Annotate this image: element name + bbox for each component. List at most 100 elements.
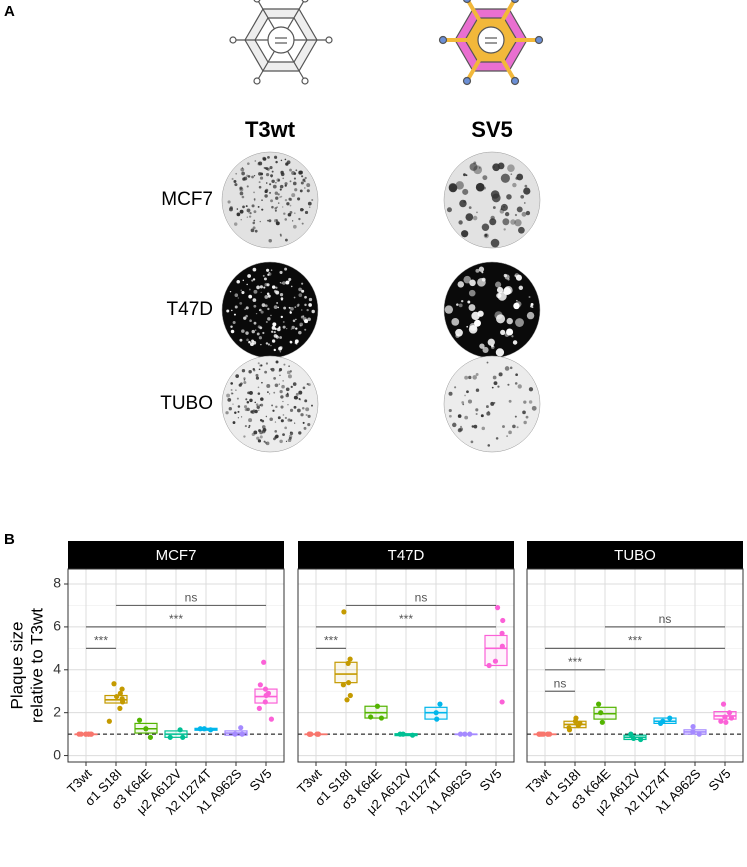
plaque-dot xyxy=(273,377,277,380)
plaque-dot xyxy=(308,297,313,302)
plaque-dot xyxy=(282,414,285,416)
plaque-dot xyxy=(253,430,258,435)
plaque-dot xyxy=(304,399,308,403)
plaque-dot xyxy=(269,417,273,421)
plaque-dot xyxy=(291,325,295,330)
plaque-dot xyxy=(475,412,478,416)
plaque-dot xyxy=(245,331,249,335)
plaque-dot xyxy=(273,331,276,334)
y-tick-label: 0 xyxy=(53,746,61,762)
box xyxy=(334,661,358,684)
plaque-dot xyxy=(475,268,480,273)
plaque-dot xyxy=(239,209,244,214)
plaque-dot xyxy=(468,206,472,209)
plaque-dot xyxy=(506,194,512,200)
plaque-dot xyxy=(248,370,252,374)
plaque-dot xyxy=(260,310,264,314)
data-point xyxy=(657,720,664,727)
data-point xyxy=(83,731,89,737)
plaque-dot xyxy=(302,421,305,424)
plaque-dot xyxy=(280,170,284,175)
data-point xyxy=(78,731,84,737)
plaque-dot xyxy=(289,431,294,436)
plaque-dot xyxy=(265,415,268,418)
plaque-dot xyxy=(263,440,266,443)
plaque-dot xyxy=(490,238,500,248)
plaque-dot xyxy=(253,199,256,202)
plaque-dot xyxy=(290,385,293,388)
plaque-dot xyxy=(515,274,522,281)
plaque-dot xyxy=(276,206,278,208)
data-point xyxy=(197,726,203,732)
plaque-dot xyxy=(476,211,478,214)
plaque-dot xyxy=(264,194,268,198)
plaque-dot xyxy=(306,183,311,188)
plaque-dot xyxy=(524,184,528,188)
plaque-dot xyxy=(283,306,287,310)
plaque-dot xyxy=(295,169,298,172)
plaque-dot xyxy=(245,306,249,310)
plaque-dot xyxy=(265,173,270,177)
plaque-dot xyxy=(514,219,522,227)
plaque-dot xyxy=(271,330,274,333)
plaque-dot xyxy=(299,189,303,193)
y-tick-label: 4 xyxy=(53,660,61,676)
plaque-dot xyxy=(444,305,454,314)
plaque-dot xyxy=(228,407,232,411)
row-label: MCF7 xyxy=(161,189,213,210)
plaque-dot xyxy=(500,329,506,335)
plaque-dot xyxy=(280,395,284,399)
data-point xyxy=(599,719,605,725)
plaque-dot xyxy=(260,403,264,407)
plaque-dot xyxy=(498,372,503,377)
plaque-dot xyxy=(508,399,512,403)
data-point xyxy=(117,705,123,711)
plaque-dot xyxy=(299,324,302,327)
plaque-dot xyxy=(275,286,278,289)
plaque-dot xyxy=(504,332,510,337)
significance-label: ns xyxy=(659,612,672,626)
data-point xyxy=(261,659,267,665)
plaque-dot xyxy=(503,228,506,231)
plaque-dot xyxy=(274,421,277,423)
plaque-dot xyxy=(301,406,305,410)
plaque-dot xyxy=(460,299,464,303)
plaque-dot xyxy=(246,216,249,218)
plaque-dot xyxy=(304,295,307,299)
plaque-dot xyxy=(285,387,290,392)
plaque-dot xyxy=(235,172,238,175)
plaque-dot xyxy=(268,393,271,395)
plaque-dot xyxy=(279,439,283,444)
plaque-dot xyxy=(467,399,473,404)
plaque-dot xyxy=(481,223,490,231)
plaque-dot xyxy=(479,343,485,349)
plaque-dot xyxy=(235,389,237,391)
plaque-dot xyxy=(250,410,253,414)
plaque-dot xyxy=(267,391,269,394)
significance-label: *** xyxy=(568,655,582,669)
plaque-dot xyxy=(260,364,263,367)
plaque-dot xyxy=(258,181,261,184)
plaque-dot xyxy=(289,168,292,172)
plaque-dot xyxy=(253,219,256,222)
plaque-dot xyxy=(246,185,249,188)
plaque-dot xyxy=(234,183,238,187)
plaque-dot xyxy=(303,426,307,430)
plaque-dot xyxy=(256,332,260,336)
plaque-dot xyxy=(282,380,284,382)
plaque-dot xyxy=(294,422,296,424)
plaque-dot xyxy=(241,171,245,176)
facet-strip xyxy=(68,541,284,569)
data-point xyxy=(177,727,183,733)
plaque-dot xyxy=(293,177,297,180)
plaque-dot xyxy=(260,343,262,346)
plaque-dot xyxy=(275,360,279,364)
significance-label: *** xyxy=(628,634,642,648)
y-tick-label: 8 xyxy=(53,575,61,591)
plaque-dot xyxy=(288,418,291,421)
plaque-dot xyxy=(491,193,501,203)
plaque-dot xyxy=(268,271,271,274)
y-tick-label: 6 xyxy=(53,618,61,634)
plaque-dot xyxy=(463,173,466,177)
plaque-dot xyxy=(282,281,286,285)
